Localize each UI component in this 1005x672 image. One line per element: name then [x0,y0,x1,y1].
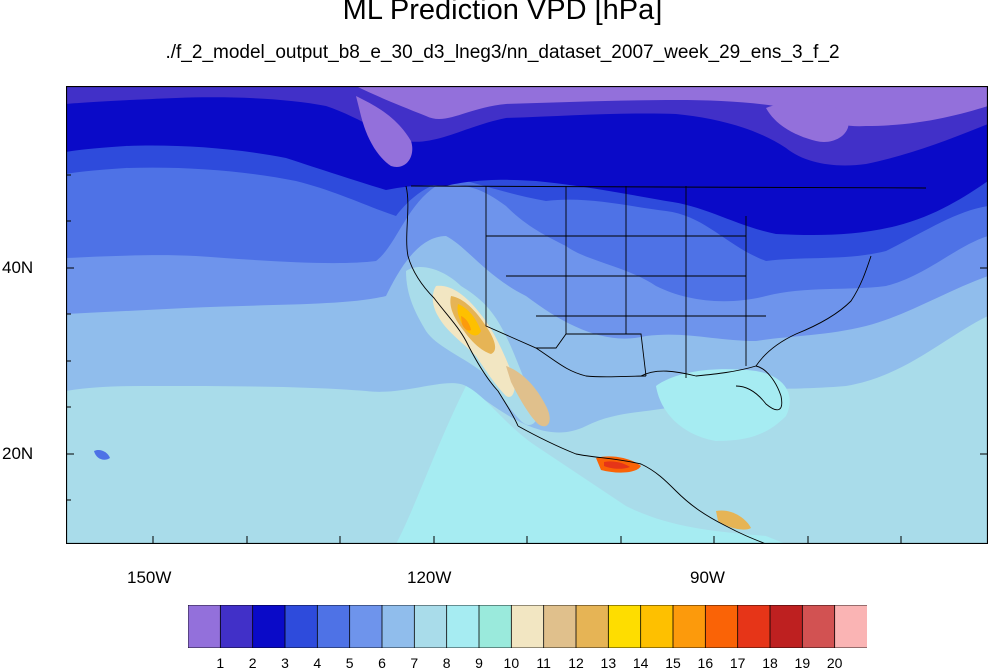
colorbar-swatch [478,605,513,648]
y-tick-20n: 20N [2,444,34,463]
colorbar-svg [188,605,867,648]
colorbar-label: 9 [475,655,483,671]
x-tick-150w: 150W [127,568,172,587]
field-central-america [716,510,751,530]
field-band-1b [66,86,988,166]
x-tick-90w: 90W [690,568,725,587]
colorbar-label: 10 [503,655,520,671]
map-title: ML Prediction VPD [hPa] [342,0,663,26]
colorbar-swatch [219,605,254,648]
colorbar-swatch [704,605,739,648]
colorbar-label: 20 [826,655,843,671]
colorbar-label: 16 [697,655,714,671]
field-band-1-patch [766,101,849,142]
colorbar-swatch [446,605,480,648]
colorbar-label: 4 [313,655,322,671]
colorbar-swatch [252,605,286,648]
colorbar-label: 8 [442,655,451,671]
colorbar-swatch [510,605,545,648]
field-west-band-15 [457,304,481,336]
x-tick-120w: 120W [407,568,452,587]
colorbar-swatch [672,605,707,648]
field-mexico-band-12 [506,366,550,427]
colorbar-label: 5 [345,655,354,671]
field-band-1-bc [356,96,413,167]
colorbar-label: 7 [410,655,419,671]
field-west-band-16 [461,316,471,331]
colorbar-swatch [640,605,674,648]
colorbar-label: 1 [216,655,225,671]
hawaii-island [94,449,110,460]
colorbar [188,605,867,648]
colorbar-label: 12 [568,655,584,671]
colorbar-swatch [284,605,319,648]
colorbar-label: 6 [378,655,386,671]
field-gulf [656,369,790,441]
colorbar-swatch [737,605,771,648]
colorbar-label: 18 [762,655,778,671]
colorbar-label: 17 [729,655,746,671]
frame-ticks [66,174,988,544]
colorbar-swatch [543,605,577,648]
colorbar-swatch [413,605,448,648]
colorbar-label: 3 [281,655,289,671]
colorbar-swatch [769,605,804,648]
colorbar-swatch [575,605,610,648]
map-subtitle: ./f_2_model_output_b8_e_30_d3_lneg3/nn_d… [165,42,840,63]
colorbar-label: 19 [794,655,811,671]
coastlines [405,185,927,544]
colorbar-swatch [607,605,642,648]
colorbar-label: 15 [665,655,681,671]
colorbar-swatch [316,605,351,648]
map-frame [66,86,988,544]
vpd-map [66,86,988,544]
y-tick-40n: 40N [2,258,34,277]
colorbar-label: 11 [536,655,551,671]
colorbar-swatch [801,605,836,648]
colorbar-swatch [349,605,383,648]
colorbar-swatch [834,605,867,648]
colorbar-label: 2 [248,655,257,671]
colorbar-label: 13 [600,655,617,671]
colorbar-swatch [381,605,416,648]
field-band-9 [396,386,786,544]
colorbar-label: 14 [632,655,649,671]
colorbar-swatch [188,605,222,648]
vpd-map-svg [66,86,988,544]
field-mexico-hotspot-core [604,461,630,469]
